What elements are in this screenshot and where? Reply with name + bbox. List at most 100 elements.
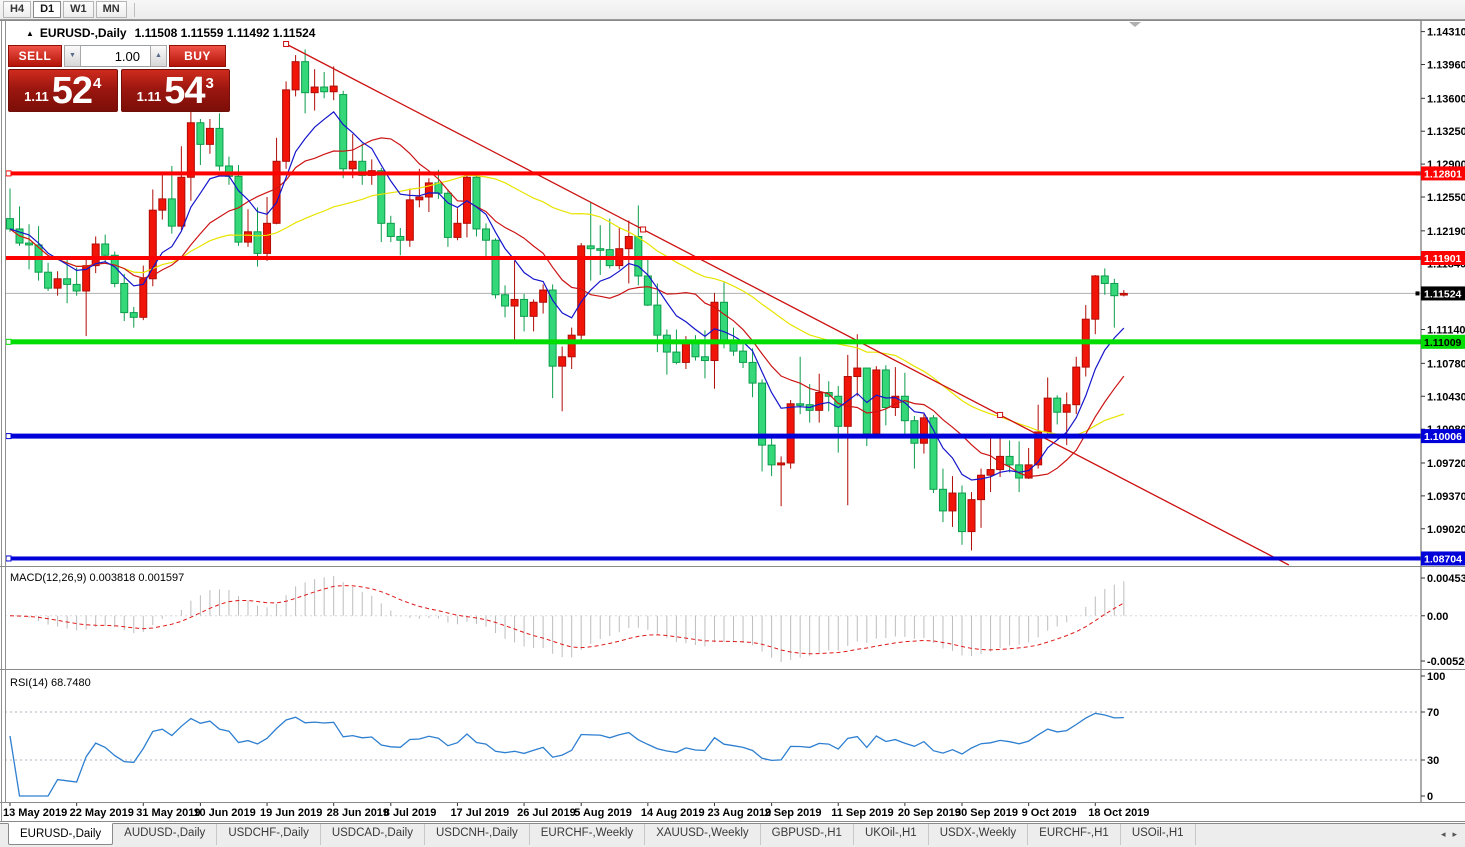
svg-text:30 Sep 2019: 30 Sep 2019 [955,807,1018,819]
trendline-handle[interactable] [997,411,1004,418]
svg-text:23 Aug 2019: 23 Aug 2019 [707,807,771,819]
descending-trendline[interactable] [283,40,1290,566]
buy-price-big: 54 [164,69,205,112]
h-line-1.10006[interactable] [5,433,1421,440]
buy-price-pip: 3 [205,75,214,92]
svg-text:1.12550: 1.12550 [1427,192,1465,204]
h-line-handle[interactable] [5,433,12,440]
trendline-handle[interactable] [283,40,290,47]
chart-tab-usoil-h1[interactable]: USOil-,H1 [1121,824,1196,845]
buy-button[interactable]: BUY [169,45,226,67]
chevron-up-icon: ▲ [155,52,162,59]
timeframe-button-mn[interactable]: MN [95,1,127,18]
rsi-label: RSI(14) 68.7480 [10,677,91,689]
ma-line-medium [9,137,1125,478]
svg-text:1.09720: 1.09720 [1427,458,1465,470]
chart-tab-bar: EURUSD-,Daily AUDUSD-,Daily USDCHF-,Daily U… [0,823,1465,847]
timeframe-button-d1[interactable]: D1 [33,1,62,18]
trendline-handle[interactable] [640,226,647,233]
svg-text:1.13600: 1.13600 [1427,93,1465,105]
h-line-1.12801[interactable] [5,170,1421,177]
svg-text:10 Jun 2019: 10 Jun 2019 [193,807,255,819]
rsi-line [9,712,1124,797]
chart-tab-eurchf-weekly[interactable]: EURCHF-,Weekly [530,824,646,845]
sell-price-pip: 4 [93,75,102,92]
chart-title-bar: ▲ EURUSD-,Daily 1.11508 1.11559 1.11492 1.… [26,26,315,40]
price-badge-1.11009: 1.11009 [1415,334,1465,349]
svg-text:-0.005205: -0.005205 [1427,656,1465,668]
chevron-down-icon: ▼ [69,52,76,59]
buy-price-prefix: 1.11 [136,89,162,104]
price-axis: 1.143101.139601.136001.132501.129001.125… [1421,27,1465,536]
price-badge-1.10006: 1.10006 [1415,429,1465,444]
tab-scroll-left-icon[interactable]: ◂ [1440,829,1446,839]
svg-text:100: 100 [1427,671,1445,683]
h-line-1.11009[interactable] [5,338,1421,345]
chart-tab-usdx-weekly[interactable]: USDX-,Weekly [929,824,1029,845]
svg-text:31 May 2019: 31 May 2019 [136,807,200,819]
price-badge-1.12801: 1.12801 [1415,166,1465,181]
chart-tab-eurusd-daily[interactable]: EURUSD-,Daily [8,823,114,845]
chart-tab-xauusd-weekly[interactable]: XAUUSD-,Weekly [645,824,761,845]
chart-tab-audusd-daily[interactable]: AUDUSD-,Daily [113,824,218,845]
svg-text:8 Jul 2019: 8 Jul 2019 [384,807,437,819]
svg-text:1.14310: 1.14310 [1427,27,1465,39]
svg-text:1.11009: 1.11009 [1424,337,1462,349]
sell-button[interactable]: SELL [8,45,62,67]
h-line-handle[interactable] [5,555,12,562]
chart-tab-gbpusd-h1[interactable]: GBPUSD-,H1 [761,824,854,845]
volume-decrease-button[interactable]: ▼ [64,45,81,67]
chart-tab-ukoil-h1[interactable]: UKOil-,H1 [854,824,929,845]
svg-text:17 Jul 2019: 17 Jul 2019 [450,807,509,819]
collapse-icon[interactable]: ▲ [26,29,34,38]
svg-text:5 Aug 2019: 5 Aug 2019 [574,807,632,819]
timeframe-button-h4[interactable]: H4 [3,1,32,18]
chart-ohlc-values: 1.11508 1.11559 1.11492 1.11524 [134,26,316,40]
chart-tab-eurchf-h1[interactable]: EURCHF-,H1 [1028,824,1121,845]
svg-text:0.004536: 0.004536 [1427,573,1465,585]
svg-text:1.12801: 1.12801 [1424,168,1462,180]
sell-price-tile[interactable]: 1.11 52 4 [8,69,118,112]
svg-text:14 Aug 2019: 14 Aug 2019 [641,807,705,819]
moving-averages-layer [9,111,1125,481]
macd-signal-line [9,585,1125,655]
chart-shift-marker-icon[interactable] [1129,22,1141,27]
svg-text:20 Sep 2019: 20 Sep 2019 [898,807,961,819]
toolbar-separator [133,2,135,17]
svg-text:1.10780: 1.10780 [1427,358,1465,370]
svg-text:1.09370: 1.09370 [1427,491,1465,503]
h-line-handle[interactable] [5,170,12,177]
current-price-badge: 1.11524 [1415,286,1465,301]
svg-text:1.13960: 1.13960 [1427,59,1465,71]
buy-price-tile[interactable]: 1.11 54 3 [120,69,230,112]
h-line-1.08704[interactable] [5,555,1421,562]
svg-text:11 Sep 2019: 11 Sep 2019 [831,807,893,819]
svg-text:1.11901: 1.11901 [1424,253,1462,265]
h-line-handle[interactable] [5,338,12,345]
tab-scroll-right-icon[interactable]: ▸ [1452,829,1457,839]
chart-tab-usdcnh-daily[interactable]: USDCNH-,Daily [425,824,530,845]
ma-line-fast [9,111,1125,481]
chart-tab-usdcad-daily[interactable]: USDCAD-,Daily [321,824,425,845]
volume-increase-button[interactable]: ▲ [150,45,167,67]
svg-text:0: 0 [1427,791,1433,803]
svg-text:1.10430: 1.10430 [1427,391,1465,403]
price-badge-1.08704: 1.08704 [1415,551,1465,566]
timeframe-toolbar: H4 D1 W1 MN [0,0,1465,20]
volume-input[interactable] [81,45,150,67]
macd-label: MACD(12,26,9) 0.003818 0.001597 [10,572,184,584]
svg-text:0.00: 0.00 [1427,611,1448,623]
h-line-1.11901[interactable] [5,256,1421,260]
price-badge-1.11901: 1.11901 [1415,251,1465,265]
svg-text:1.12190: 1.12190 [1427,226,1465,238]
svg-text:30: 30 [1427,755,1439,767]
sell-price-big: 52 [51,69,93,112]
svg-text:19 Jun 2019: 19 Jun 2019 [260,807,322,819]
one-click-trade-panel: SELL ▼ ▲ BUY 1.11 52 4 1.11 54 3 [8,45,230,112]
svg-text:1.11140: 1.11140 [1427,325,1465,337]
timeframe-button-w1[interactable]: W1 [63,1,94,18]
chart-tab-usdchf-daily[interactable]: USDCHF-,Daily [217,824,321,845]
